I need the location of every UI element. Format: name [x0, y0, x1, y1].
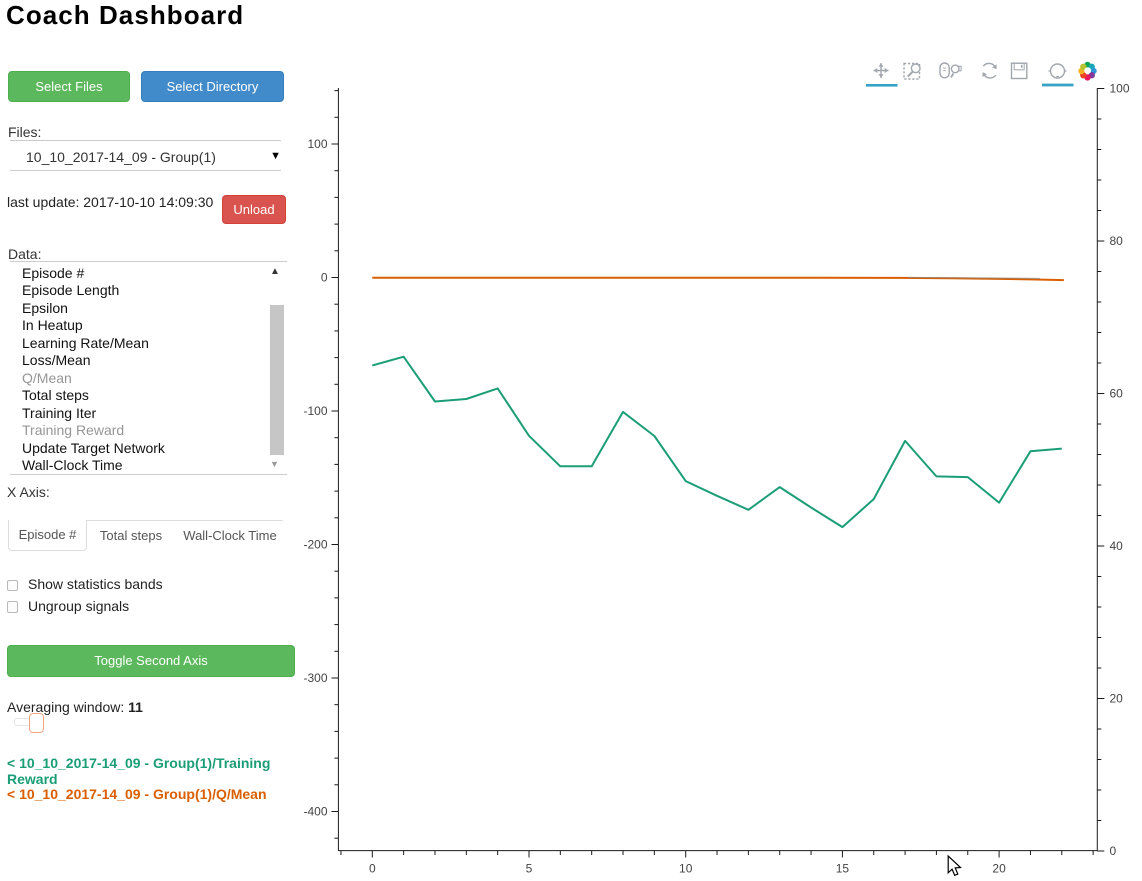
svg-text:80: 80: [1110, 234, 1124, 248]
svg-text:-200: -200: [303, 538, 327, 552]
svg-text:-300: -300: [303, 671, 327, 685]
svg-text:20: 20: [992, 862, 1006, 876]
svg-text:-400: -400: [303, 805, 327, 819]
svg-text:5: 5: [526, 862, 533, 876]
svg-text:20: 20: [1110, 692, 1124, 706]
svg-text:-100: -100: [303, 404, 327, 418]
svg-text:15: 15: [836, 862, 850, 876]
svg-text:40: 40: [1110, 539, 1124, 553]
svg-text:10: 10: [679, 862, 693, 876]
svg-text:0: 0: [321, 271, 328, 285]
svg-text:0: 0: [1110, 844, 1117, 858]
svg-text:60: 60: [1110, 387, 1124, 401]
svg-text:0: 0: [369, 862, 376, 876]
svg-text:100: 100: [1110, 82, 1130, 96]
svg-text:100: 100: [307, 137, 327, 151]
